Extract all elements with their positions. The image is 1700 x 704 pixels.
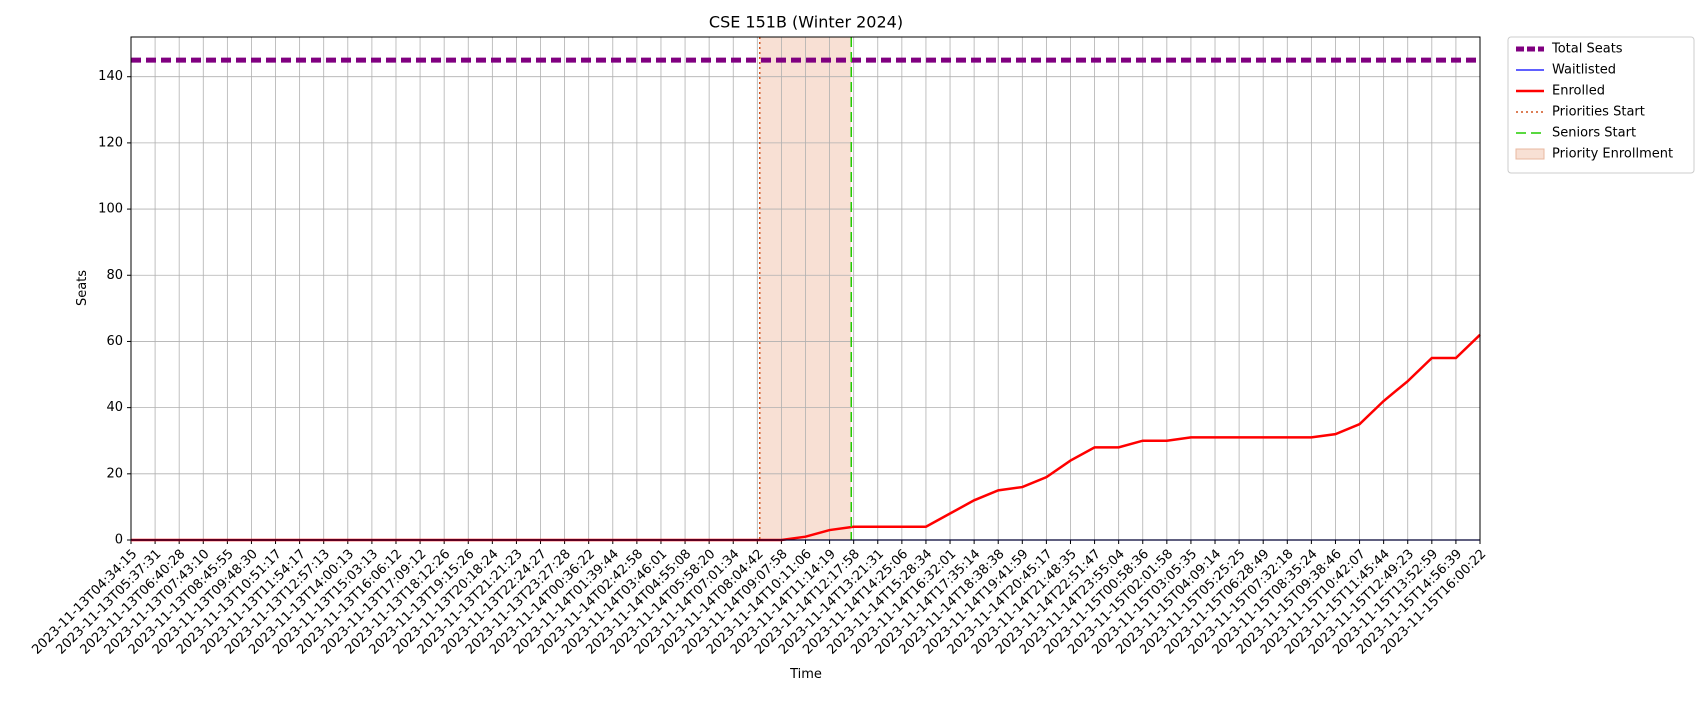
y-tick-label: 60	[106, 334, 123, 349]
y-tick-label: 40	[106, 400, 123, 415]
legend-label: Enrolled	[1552, 84, 1605, 99]
x-axis-label: Time	[789, 667, 822, 682]
y-axis-label: Seats	[75, 270, 90, 306]
y-tick-label: 100	[98, 202, 123, 217]
y-tick-label: 120	[98, 135, 123, 150]
legend-label: Priority Enrollment	[1552, 147, 1673, 162]
y-tick-label: 20	[106, 466, 123, 481]
legend-label: Waitlisted	[1552, 63, 1616, 78]
y-tick-label: 80	[106, 268, 123, 283]
legend-swatch	[1515, 148, 1545, 160]
legend-label: Total Seats	[1551, 42, 1623, 57]
chart-title: CSE 151B (Winter 2024)	[709, 13, 903, 32]
legend-box	[1507, 36, 1695, 174]
legend-label: Priorities Start	[1552, 105, 1645, 120]
y-tick-label: 0	[115, 533, 123, 548]
legend-label: Seniors Start	[1552, 126, 1636, 141]
plot-frame	[130, 36, 1481, 541]
y-tick-label: 140	[98, 69, 123, 84]
